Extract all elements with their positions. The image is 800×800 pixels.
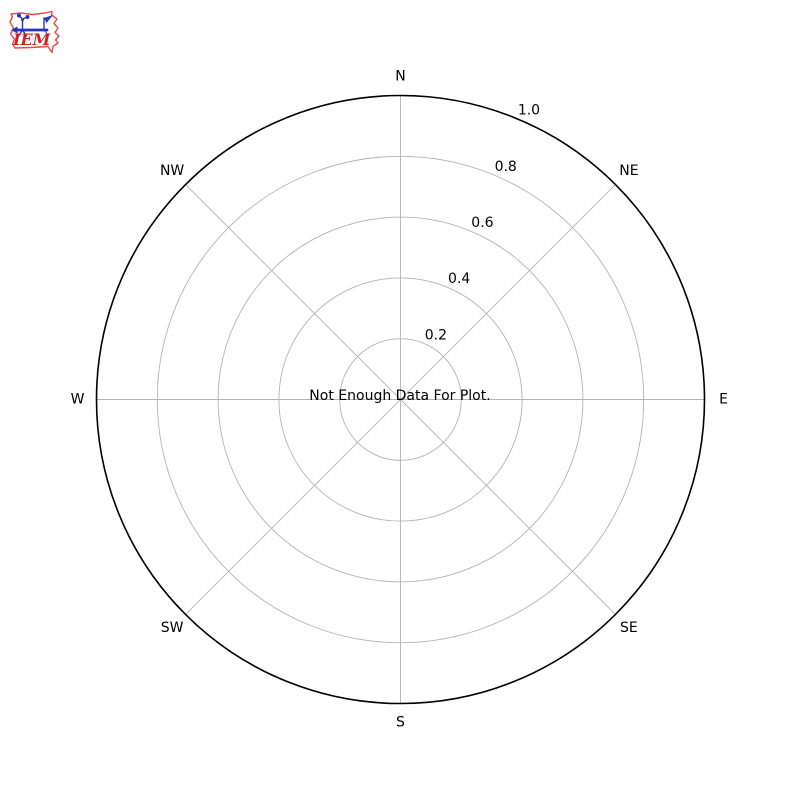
radial-tick-label-0.6: 0.6 xyxy=(471,215,493,231)
ring-gridline xyxy=(217,216,584,583)
direction-label-ne: NE xyxy=(619,163,638,179)
radial-tick-label-1.0: 1.0 xyxy=(518,103,540,119)
ring-gridline xyxy=(339,338,462,461)
direction-label-nw: NW xyxy=(160,163,184,179)
spoke-gridline-sw xyxy=(185,399,401,615)
no-data-annotation: Not Enough Data For Plot. xyxy=(309,388,491,404)
direction-label-se: SE xyxy=(620,620,638,636)
wind-vane-flag-icon xyxy=(44,15,53,23)
direction-label-n: N xyxy=(395,69,405,85)
ring-gridline xyxy=(156,155,645,644)
spoke-gridline-ne xyxy=(400,184,616,400)
direction-label-s: S xyxy=(396,715,405,731)
radial-tick-label-0.4: 0.4 xyxy=(448,271,470,287)
direction-label-e: E xyxy=(719,392,728,408)
spoke-gridline-se xyxy=(400,399,616,615)
polar-spine xyxy=(95,94,706,705)
radial-tick-label-0.8: 0.8 xyxy=(495,159,517,175)
logo-text: IEM xyxy=(12,30,52,49)
direction-label-w: W xyxy=(71,392,85,408)
wind-vane-tail-icon xyxy=(44,31,50,37)
arrowhead-icon xyxy=(11,26,18,34)
radial-tick-label-0.2: 0.2 xyxy=(425,327,447,343)
anemometer-pivot-icon xyxy=(21,18,24,22)
ring-gridline xyxy=(278,277,523,522)
direction-label-sw: SW xyxy=(161,620,184,636)
spoke-gridline-nw xyxy=(185,184,401,400)
iem-logo: IEM xyxy=(9,10,60,54)
